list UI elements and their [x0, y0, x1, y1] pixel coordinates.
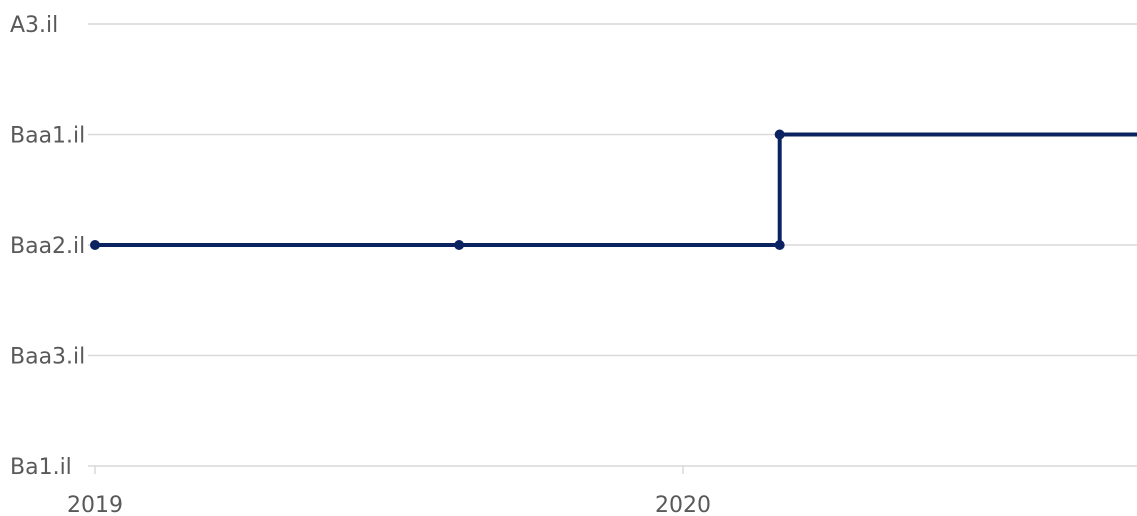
x-tick-label: 2020 [655, 493, 711, 516]
axis-layer: Ba1.il Baa3.il Baa2.il Baa1.il A3.il 2019 2020 [10, 13, 711, 516]
y-tick-label: Baa1.il [10, 124, 85, 149]
x-tick-label: 2019 [67, 493, 123, 516]
y-tick-label: Baa3.il [10, 345, 85, 370]
series-layer [90, 129, 1137, 250]
y-tick-label: Baa2.il [10, 234, 85, 259]
data-point [454, 240, 465, 250]
y-tick-label: Ba1.il [10, 455, 72, 480]
data-point [774, 129, 785, 140]
data-point [90, 240, 100, 250]
series-line [95, 132, 1137, 247]
y-tick-label: A3.il [10, 13, 58, 38]
data-point [774, 240, 785, 250]
